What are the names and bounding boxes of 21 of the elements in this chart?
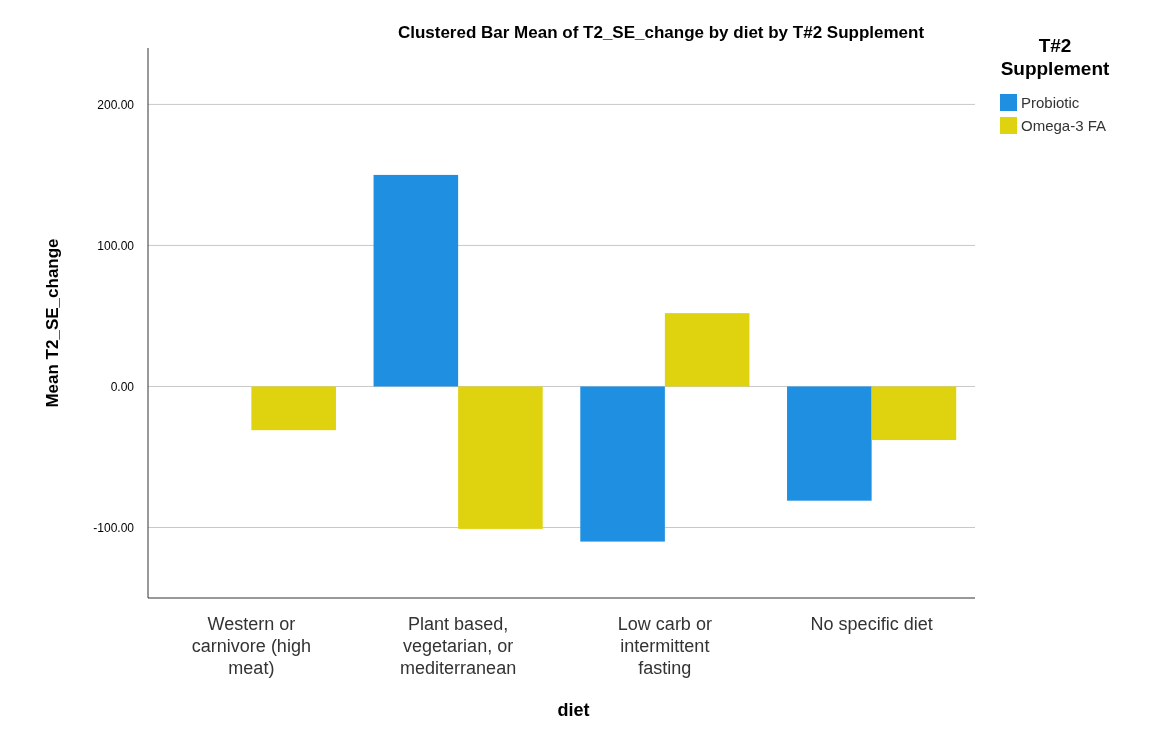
legend-title: T#2 Supplement — [1000, 35, 1111, 79]
bar — [580, 386, 665, 542]
bar — [373, 174, 459, 387]
x-tick-label: No specific diet — [810, 614, 933, 634]
bar — [458, 386, 543, 529]
bar — [871, 386, 957, 441]
x-tick-label: Low carb or intermittent fasting — [617, 614, 712, 678]
bar — [251, 386, 336, 431]
chart-title: Clustered Bar Mean of T2_SE_change by diet by T#2 Supplement — [397, 23, 925, 42]
bar — [787, 386, 872, 501]
y-tick-label: -100.00 — [93, 520, 135, 535]
y-axis-title: Mean T2_SE_change — [43, 238, 62, 408]
legend-label: Omega-3 FA — [1021, 117, 1107, 135]
bar — [664, 313, 750, 387]
y-tick-label: 0.00 — [110, 379, 135, 394]
legend-label: Probiotic — [1021, 94, 1080, 112]
x-tick-label: Plant based, vegetarian, or mediterranean — [400, 614, 517, 678]
x-axis-title: diet — [557, 700, 590, 720]
y-tick-label: 200.00 — [97, 97, 135, 112]
y-tick-label: 100.00 — [97, 238, 135, 253]
x-tick-label: Western or carnivore (high meat) — [191, 614, 311, 678]
